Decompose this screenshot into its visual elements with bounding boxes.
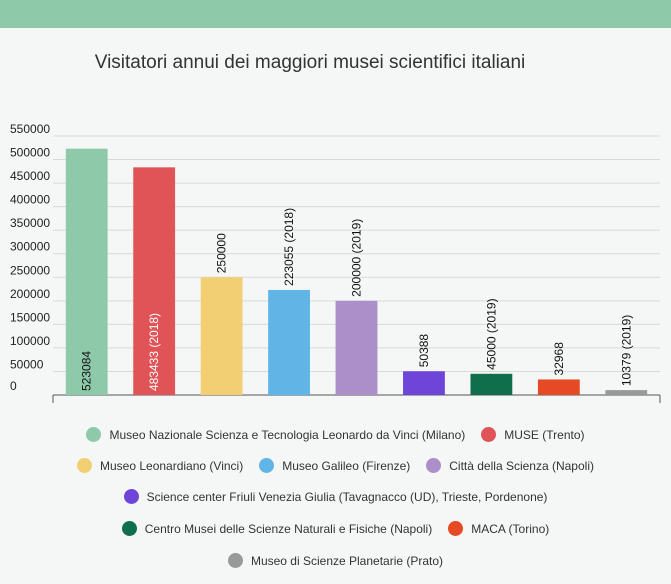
legend-row-4: Centro Musei delle Scienze Naturali e Fi… xyxy=(0,521,671,536)
legend-label: Città della Scienza (Napoli) xyxy=(449,458,594,473)
data-label: 32968 xyxy=(552,342,566,376)
bar xyxy=(335,300,378,395)
y-tick-label: 200000 xyxy=(10,287,50,301)
legend-item: Science center Friuli Venezia Giulia (Ta… xyxy=(123,489,548,504)
legend-item: Città della Scienza (Napoli) xyxy=(426,458,594,473)
legend-dot xyxy=(448,521,464,536)
legend-label: Museo Leonardiano (Vinci) xyxy=(100,458,244,473)
legend-label: Science center Friuli Venezia Giulia (Ta… xyxy=(146,489,548,504)
legend-dot xyxy=(121,521,137,536)
legend-dot xyxy=(259,458,275,473)
bar xyxy=(403,371,445,395)
bar xyxy=(605,390,648,395)
y-tick-label: 50000 xyxy=(10,357,44,371)
y-tick-label: 400000 xyxy=(10,193,50,207)
legend-item: MUSE (Trento) xyxy=(481,427,585,442)
data-label: 523084 xyxy=(80,351,94,391)
y-tick-label: 300000 xyxy=(10,240,50,254)
legend-item: Museo Galileo (Firenze) xyxy=(259,458,410,473)
bar xyxy=(65,148,108,395)
y-tick-label: 550000 xyxy=(10,122,50,136)
legend-item: Museo Leonardiano (Vinci) xyxy=(77,458,243,473)
legend-dot xyxy=(77,458,92,473)
bar xyxy=(133,167,176,395)
legend-label: Museo di Scienze Planetarie (Prato) xyxy=(250,553,444,568)
legend-label: Centro Musei delle Scienze Naturali e Fi… xyxy=(144,521,433,536)
y-tick-label: 500000 xyxy=(10,146,50,160)
data-label: 45000 (2019) xyxy=(484,298,498,369)
legend-row-5: Museo di Scienze Planetarie (Prato) xyxy=(0,553,671,568)
legend-dot xyxy=(426,458,442,473)
legend-label: MUSE (Trento) xyxy=(504,427,585,442)
data-label: 10379 (2019) xyxy=(619,315,633,386)
legend-dot xyxy=(86,427,102,442)
legend-item: Centro Musei delle Scienze Naturali e Fi… xyxy=(121,521,433,536)
legend-item: Museo Nazionale Scienza e Tecnologia Leo… xyxy=(86,427,465,442)
data-label: 250000 xyxy=(215,233,229,273)
legend-dot xyxy=(227,553,243,568)
bar-chart: 0 50000 100000 150000 200000 250000 300000 3500… xyxy=(10,122,661,403)
data-label: 200000 (2019) xyxy=(350,219,364,297)
data-label: 223055 (2018) xyxy=(282,208,296,286)
y-tick-label: 0 xyxy=(10,379,17,393)
legend-label: MACA (Torino) xyxy=(471,521,550,536)
chart-title: Visitatori annui dei maggiori musei scie… xyxy=(94,52,526,73)
legend-row-2: Museo Leonardiano (Vinci) Museo Galileo … xyxy=(0,458,671,473)
legend-item: Museo di Scienze Planetarie (Prato) xyxy=(227,553,444,568)
header-bar xyxy=(0,0,671,28)
data-label: 50388 xyxy=(417,334,431,368)
y-tick-label: 150000 xyxy=(10,310,50,324)
y-tick-label: 100000 xyxy=(10,334,50,348)
data-label: 483433 (2018) xyxy=(147,313,161,391)
legend-row-1: Museo Nazionale Scienza e Tecnologia Leo… xyxy=(0,427,671,442)
bar xyxy=(537,379,580,395)
bar xyxy=(470,373,513,395)
legend-label: Museo Nazionale Scienza e Tecnologia Leo… xyxy=(109,427,466,442)
legend-row-3: Science center Friuli Venezia Giulia (Ta… xyxy=(0,489,671,504)
bar xyxy=(268,289,310,395)
y-tick-label: 250000 xyxy=(10,263,50,277)
legend-label: Museo Galileo (Firenze) xyxy=(282,458,411,473)
legend-item: MACA (Torino) xyxy=(448,521,549,536)
bar xyxy=(200,277,243,395)
legend-dot xyxy=(123,489,139,504)
y-tick-label: 350000 xyxy=(10,216,50,230)
legend-dot xyxy=(481,427,497,442)
y-tick-label: 450000 xyxy=(10,169,50,183)
